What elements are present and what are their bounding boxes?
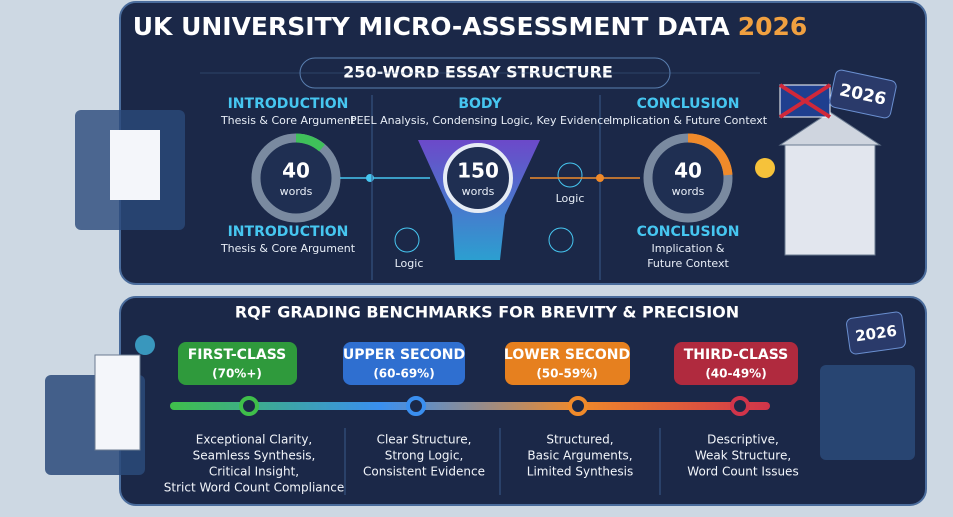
badge-text: 2026 (854, 322, 898, 346)
grade-description: Critical Insight, (209, 465, 299, 479)
grade-description: Descriptive, (707, 433, 779, 447)
ring-arc (687, 133, 733, 176)
grade: UPPER SECOND (60-69%) Clear Structure, S… (343, 342, 485, 479)
roof (778, 111, 882, 146)
timeline (170, 402, 770, 410)
grade-description: Clear Structure, (377, 433, 472, 447)
grade-box (343, 342, 465, 385)
grade-description: Weak Structure, (695, 449, 791, 463)
section-name: BODY (458, 96, 502, 112)
grade: THIRD-CLASS (40-49%) Descriptive, Weak S… (674, 342, 799, 479)
section-caption-detail: Implication & (652, 242, 725, 255)
timeline-node (568, 396, 588, 416)
icon (557, 162, 583, 188)
word-unit: words (672, 185, 705, 198)
grade: LOWER SECOND (50-59%) Structured, Basic … (504, 342, 633, 479)
section-detail: PEEL Analysis, Condensing Logic, Key Evi… (350, 114, 610, 127)
grade-name: UPPER SECOND (343, 347, 465, 363)
grade-box (674, 342, 798, 385)
grade-range: (40-49%) (705, 367, 766, 381)
section-detail: Thesis & Core Argument (220, 114, 356, 127)
section-caption-detail: Future Context (647, 257, 729, 270)
node (366, 174, 374, 182)
section-caption: CONCLUSION (637, 224, 740, 240)
flag-cross (778, 83, 832, 119)
grade-range: (60-69%) (373, 367, 434, 381)
grade-description: Consistent Evidence (363, 465, 485, 479)
grade-range: (50-59%) (536, 367, 597, 381)
word-count: 40 (282, 159, 310, 183)
grade-box (505, 342, 630, 385)
illustration (820, 365, 915, 460)
clipboard (94, 354, 141, 451)
grade-box (178, 342, 297, 385)
document-icon (110, 130, 160, 200)
essay-heading: 250-WORD ESSAY STRUCTURE (343, 63, 613, 82)
badge (829, 69, 897, 119)
word-unit: words (462, 185, 495, 198)
grade: FIRST-CLASS (70%+) Exceptional Clarity, … (164, 342, 344, 495)
bulb (755, 158, 775, 178)
title: UK UNIVERSITY MICRO-ASSESSMENT DATA 2026 (133, 12, 808, 41)
timeline-node (239, 396, 259, 416)
ring-arc (295, 133, 325, 152)
building-icon (784, 144, 876, 256)
network-node (135, 335, 155, 355)
badge (846, 311, 906, 355)
grade-description: Strict Word Count Compliance (164, 481, 344, 495)
grade-name: THIRD-CLASS (684, 347, 789, 363)
section-caption: INTRODUCTION (228, 224, 349, 240)
section-caption-detail: Thesis & Core Argument (220, 242, 356, 255)
grade-description: Seamless Synthesis, (193, 449, 316, 463)
grade-range: (70%+) (212, 367, 262, 381)
heading-frame (299, 57, 671, 89)
grade-description: Limited Synthesis (527, 465, 633, 479)
grade-name: FIRST-CLASS (188, 347, 287, 363)
timeline-node (406, 396, 426, 416)
grade-description: Word Count Issues (687, 465, 798, 479)
icon (548, 227, 574, 253)
icon (394, 227, 420, 253)
grade-description: Structured, (546, 433, 613, 447)
word-count: 40 (674, 159, 702, 183)
grading-heading: RQF GRADING BENCHMARKS FOR BREVITY & PRE… (235, 303, 739, 322)
icon-label: Logic (556, 192, 585, 205)
node (596, 174, 604, 182)
grade-description: Exceptional Clarity, (196, 433, 313, 447)
section-name: INTRODUCTION (228, 96, 349, 112)
section-name: CONCLUSION (637, 96, 740, 112)
icon-label: Logic (395, 257, 424, 270)
grade-description: Strong Logic, (385, 449, 464, 463)
timeline-node (730, 396, 750, 416)
section-detail: Implication & Future Context (609, 114, 768, 127)
grade-name: LOWER SECOND (504, 347, 630, 363)
ring (443, 143, 513, 213)
grade-description: Basic Arguments, (527, 449, 632, 463)
word-unit: words (280, 185, 313, 198)
word-count: 150 (457, 159, 499, 183)
